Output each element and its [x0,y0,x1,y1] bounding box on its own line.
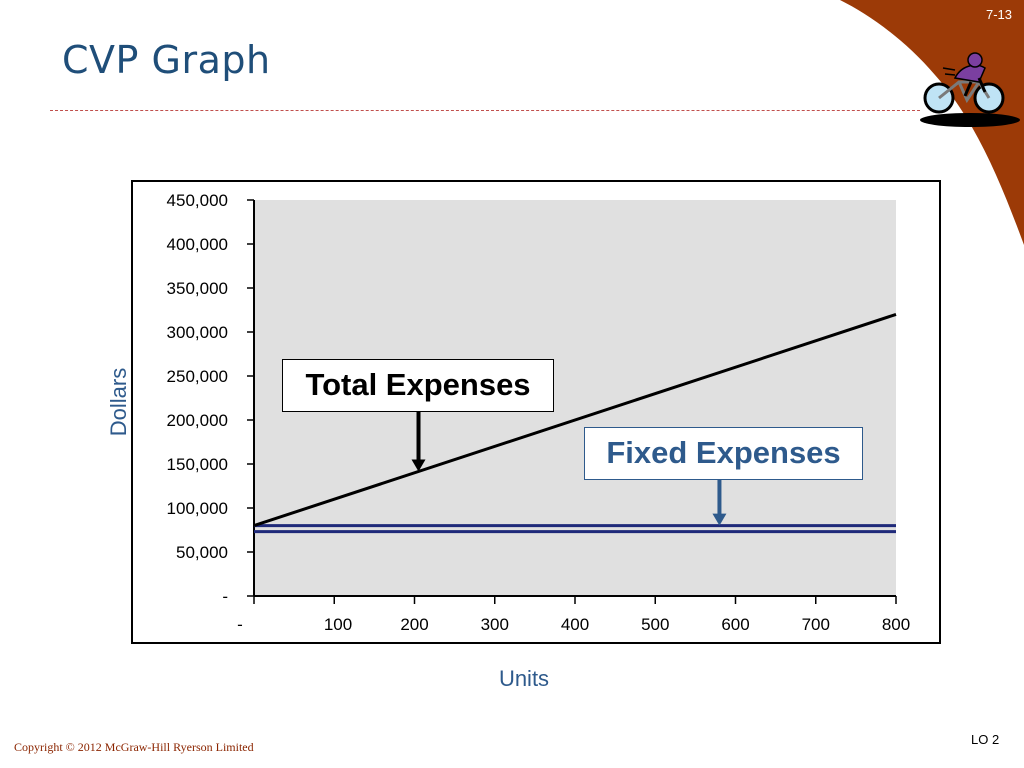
x-axis-title: Units [499,666,549,691]
x-tick-label: 600 [721,615,749,634]
total-expenses-callout: Total Expenses [282,359,554,412]
x-tick-label: 500 [641,615,669,634]
x-tick-label: - [237,615,243,634]
y-tick-label: 450,000 [167,191,228,210]
copyright-text: Copyright © 2012 McGraw-Hill Ryerson Lim… [14,740,254,754]
cyclist-icon [920,52,1020,127]
x-tick-label: 800 [882,615,910,634]
y-axis-title: Dollars [106,368,131,436]
y-tick-label: 300,000 [167,323,228,342]
x-tick-label: 700 [802,615,830,634]
title-divider [50,110,920,111]
y-tick-label: 350,000 [167,279,228,298]
y-tick-label: 150,000 [167,455,228,474]
total-expenses-line [253,312,897,528]
x-tick-label: 300 [481,615,509,634]
y-tick-label: 100,000 [167,499,228,518]
y-tick-label: 250,000 [167,367,228,386]
y-tick-label: 200,000 [167,411,228,430]
x-tick-label: 200 [400,615,428,634]
y-axis: - 50,000 100,000 150,000 200,000 250,000 300,0… [167,191,255,606]
callout-arrows [411,412,727,526]
series-lines [253,312,897,534]
x-tick-label: 100 [324,615,352,634]
fixed-arrow-head [712,513,727,526]
y-tick-label: 50,000 [176,543,228,562]
y-tick-label: 400,000 [167,235,228,254]
y-tick-label: - [222,587,228,606]
total-arrow-head [411,459,426,472]
page-title: CVP Graph [62,38,271,82]
learning-objective-label: LO 2 [971,732,1000,747]
slide-number: 7-13 [985,7,1012,22]
x-tick-label: 400 [561,615,589,634]
fixed-expenses-callout: Fixed Expenses [584,427,863,480]
x-axis: - 100 200 300 400 500 600 700 800 [237,595,910,634]
